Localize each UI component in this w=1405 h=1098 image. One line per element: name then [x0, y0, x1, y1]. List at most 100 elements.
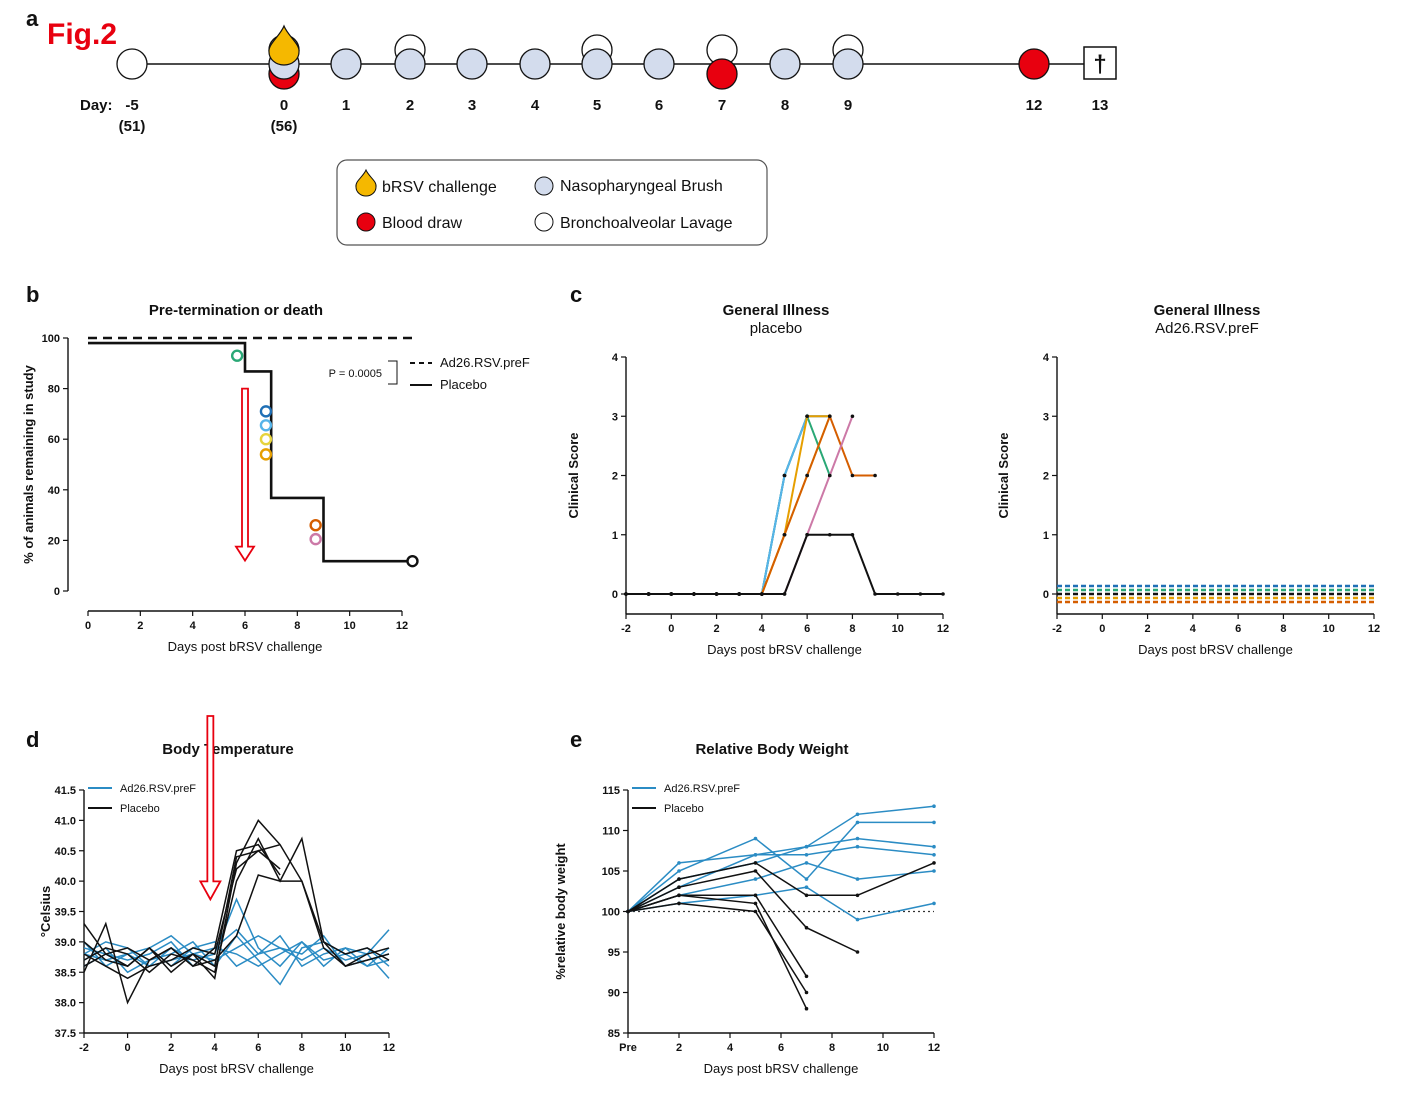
y-axis-title: Clinical Score [566, 433, 581, 519]
data-point [753, 901, 758, 906]
ad26-series-line [83, 934, 390, 968]
x-tick-label: 0 [85, 620, 91, 632]
y-tick-label: 3 [612, 411, 618, 423]
data-point [855, 820, 860, 825]
data-point [804, 853, 809, 857]
illness-data-point [805, 473, 809, 478]
red-arrow [234, 387, 256, 563]
placebo-series-line [627, 894, 808, 1010]
illness-series-line [626, 413, 831, 595]
data-point [753, 869, 758, 873]
x-tick-label: 6 [804, 623, 810, 635]
illness-data-point [760, 592, 764, 596]
x-tick-label: 0 [1099, 623, 1105, 635]
x-tick-label: 12 [937, 623, 949, 635]
data-point [753, 909, 758, 914]
y-tick-label: 100 [602, 907, 620, 919]
x-tick-label: 10 [344, 620, 356, 632]
censor-marker [406, 554, 419, 568]
x-tick-label: 12 [1368, 623, 1380, 635]
x-tick-label: 4 [759, 623, 766, 635]
data-point [855, 836, 860, 841]
y-tick-label: 39.0 [55, 937, 76, 949]
x-tick-label: 6 [242, 620, 248, 632]
blood-draw-marker [706, 58, 738, 90]
y-tick-label: 4 [612, 352, 619, 364]
chart-subtitle: placebo [750, 320, 803, 337]
data-point [855, 917, 860, 922]
ad26-series-line [627, 886, 935, 921]
placebo-series-line [83, 849, 281, 980]
placebo-series-line [83, 843, 281, 968]
x-tick-label: 8 [1280, 623, 1286, 635]
chart-title: Pre-termination or death [149, 302, 323, 319]
x-tick-label: -2 [1052, 623, 1062, 635]
legend-blood-label: Blood draw [382, 215, 462, 232]
x-tick-label: -2 [621, 623, 631, 635]
day-label: 2 [406, 97, 414, 114]
y-tick-label: 40 [48, 485, 60, 497]
data-point [804, 1006, 809, 1011]
y-tick-label: 37.5 [55, 1028, 76, 1040]
day-label: 7 [718, 97, 726, 114]
illness-data-point [782, 532, 787, 537]
day-label: 4 [531, 97, 540, 114]
day-label: 3 [468, 97, 476, 114]
data-point [932, 820, 936, 825]
x-tick-label: 4 [1190, 623, 1197, 635]
x-tick-label: 6 [255, 1042, 261, 1054]
day-label: 12 [1026, 97, 1043, 114]
data-point [804, 877, 809, 881]
day-sublabel: (56) [271, 118, 298, 135]
placebo-series-line [83, 843, 281, 1005]
y-tick-label: 110 [602, 826, 620, 838]
legend-brush-icon [534, 176, 554, 196]
x-tick-label: 4 [190, 620, 197, 632]
y-axis-title: °Celsius [38, 886, 53, 937]
x-tick-label: 2 [137, 620, 143, 632]
legend-label-placebo: Placebo [120, 803, 160, 815]
legend-label-ad26: Ad26.RSV.preF [120, 783, 196, 795]
p-value: P = 0.0005 [329, 368, 382, 380]
x-tick-label: 4 [212, 1042, 219, 1054]
censor-marker [259, 405, 273, 418]
x-tick-label: 2 [676, 1042, 682, 1054]
censor-marker [309, 532, 322, 546]
x-tick-label: 6 [778, 1042, 784, 1054]
chart-title: General Illness [723, 302, 830, 319]
legend-lavage-label: Bronchoalveolar Lavage [560, 215, 733, 232]
illness-series-line [626, 413, 876, 595]
x-axis-title: Days post bRSV challenge [159, 1061, 314, 1076]
y-tick-label: 80 [48, 384, 60, 396]
dagger-symbol: † [1093, 51, 1106, 78]
legend-challenge-label: bRSV challenge [382, 179, 497, 196]
y-tick-label: 1 [1043, 530, 1049, 542]
red-arrow [198, 715, 222, 902]
y-tick-label: 90 [608, 988, 620, 1000]
ad26-series-line [83, 940, 390, 979]
y-axis-title: %relative body weight [553, 843, 568, 980]
ad26-series-line [627, 821, 934, 913]
x-tick-label: 0 [668, 623, 674, 635]
data-point [804, 925, 809, 930]
data-point [932, 844, 936, 849]
brush-marker [832, 48, 864, 80]
day-label: 6 [655, 97, 663, 114]
data-point [804, 861, 809, 865]
illness-data-point [895, 592, 900, 596]
illness-data-point [918, 592, 923, 596]
data-point [855, 877, 860, 881]
data-point [932, 804, 936, 808]
x-tick-label: 6 [1235, 623, 1241, 635]
ad26-series-line [627, 805, 935, 913]
data-point [932, 869, 936, 873]
day-label: 9 [844, 97, 852, 114]
legend-label-ad26: Ad26.RSV.preF [440, 355, 530, 370]
y-tick-label: 95 [608, 947, 620, 959]
figure-label: Fig.2 [47, 18, 117, 51]
y-tick-label: 85 [608, 1028, 620, 1040]
data-point [855, 950, 860, 954]
y-tick-label: 1 [612, 530, 618, 542]
y-tick-label: 39.5 [55, 907, 76, 919]
